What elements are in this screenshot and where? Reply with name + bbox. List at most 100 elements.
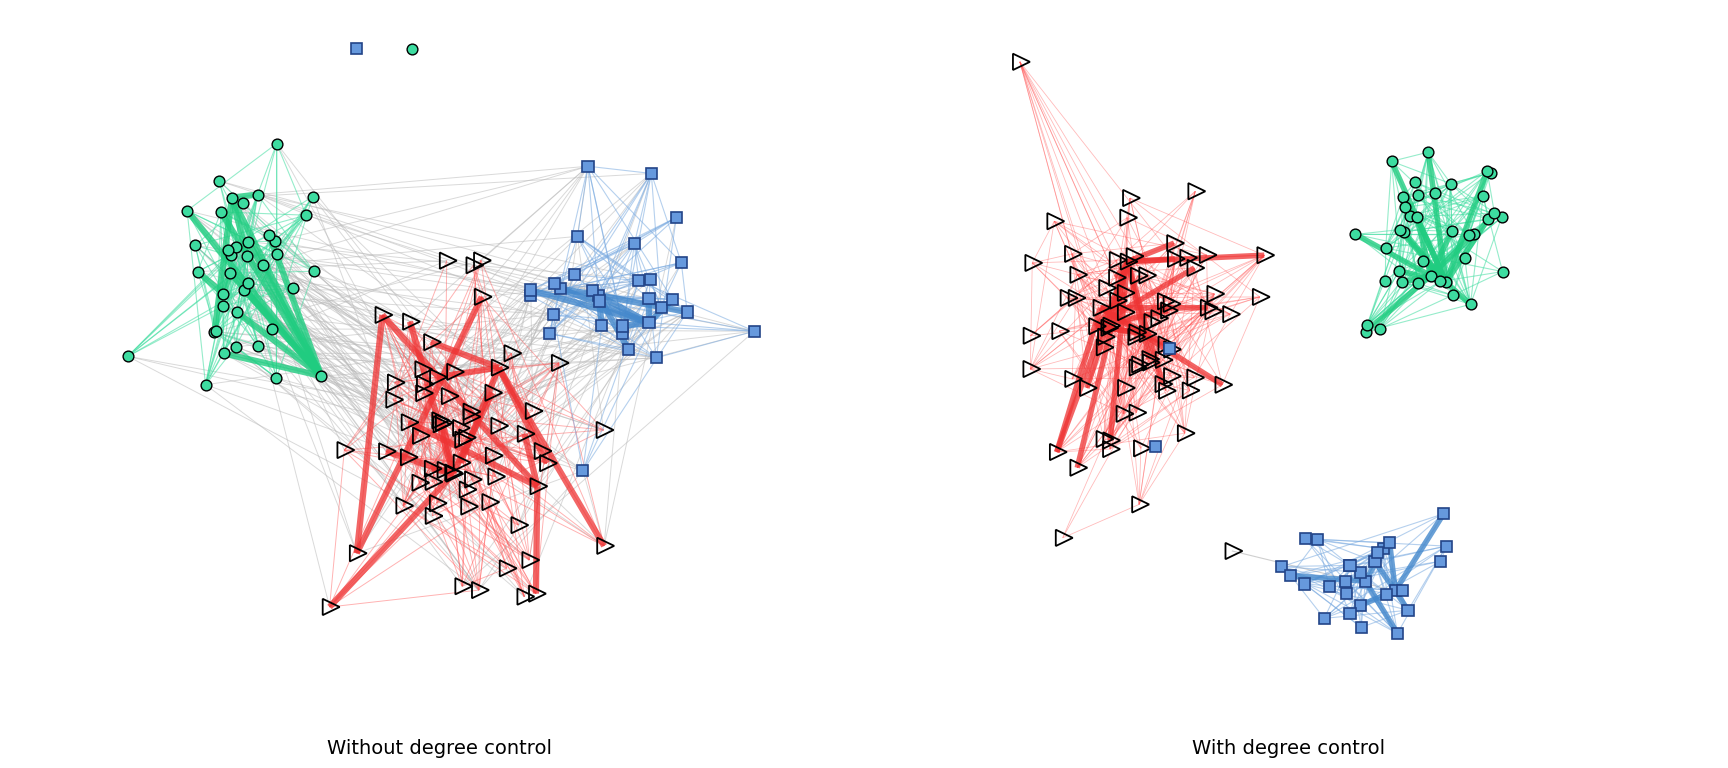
Bar bbox=[555, 283, 567, 294]
Bar bbox=[544, 328, 555, 339]
Point bbox=[263, 372, 290, 384]
Bar bbox=[1356, 622, 1367, 633]
Bar bbox=[651, 353, 662, 363]
Point bbox=[209, 300, 237, 313]
Point bbox=[1469, 190, 1496, 202]
Point bbox=[1410, 255, 1438, 267]
Point bbox=[1426, 276, 1453, 288]
Point bbox=[209, 347, 237, 359]
Bar bbox=[1277, 561, 1287, 572]
Bar bbox=[525, 290, 536, 301]
Point bbox=[256, 229, 283, 241]
Point bbox=[292, 209, 320, 221]
Point bbox=[1481, 207, 1509, 219]
Point bbox=[1367, 323, 1394, 335]
Bar bbox=[569, 270, 581, 280]
Text: With degree control: With degree control bbox=[1192, 740, 1384, 758]
Point bbox=[278, 282, 306, 294]
Point bbox=[1377, 155, 1405, 167]
Point bbox=[221, 341, 249, 353]
Point bbox=[1372, 275, 1400, 287]
Bar bbox=[1324, 581, 1334, 592]
Bar bbox=[1344, 560, 1355, 571]
Bar bbox=[667, 294, 677, 305]
Point bbox=[1386, 223, 1414, 236]
Bar bbox=[1318, 613, 1331, 624]
Bar bbox=[1299, 578, 1310, 590]
Point bbox=[209, 288, 237, 300]
Point bbox=[207, 206, 235, 218]
Point bbox=[216, 267, 244, 280]
Point bbox=[263, 248, 290, 260]
Bar bbox=[1344, 560, 1355, 571]
Bar bbox=[351, 43, 361, 55]
Bar bbox=[1165, 343, 1175, 354]
Point bbox=[249, 259, 276, 271]
Bar bbox=[1286, 570, 1296, 581]
Bar bbox=[593, 290, 603, 301]
Point bbox=[259, 323, 287, 335]
Bar bbox=[617, 320, 629, 332]
Bar bbox=[588, 286, 598, 296]
Point bbox=[173, 204, 200, 217]
Point bbox=[1452, 252, 1479, 264]
Bar bbox=[643, 317, 655, 329]
Point bbox=[1457, 298, 1484, 310]
Bar bbox=[748, 326, 760, 337]
Point bbox=[1477, 167, 1505, 179]
Bar bbox=[1344, 608, 1356, 619]
Point bbox=[308, 370, 335, 382]
Point bbox=[235, 236, 263, 248]
Bar bbox=[622, 344, 634, 355]
Point bbox=[1353, 319, 1381, 331]
Point bbox=[233, 250, 261, 262]
Bar bbox=[582, 161, 594, 172]
Bar bbox=[1436, 555, 1446, 567]
Bar bbox=[594, 296, 605, 306]
Bar bbox=[681, 306, 693, 318]
Point bbox=[223, 306, 251, 319]
Point bbox=[114, 350, 142, 362]
Bar bbox=[646, 168, 657, 179]
Point bbox=[1490, 266, 1517, 278]
Point bbox=[1460, 228, 1488, 240]
Point bbox=[206, 175, 233, 187]
Bar bbox=[1341, 588, 1351, 599]
Bar bbox=[1372, 547, 1382, 558]
Point bbox=[1391, 201, 1419, 214]
Bar bbox=[1389, 585, 1401, 597]
Point bbox=[1439, 289, 1467, 301]
Bar bbox=[1312, 534, 1324, 545]
Bar bbox=[1403, 604, 1414, 616]
Point bbox=[202, 325, 230, 337]
Point bbox=[263, 137, 290, 150]
Bar bbox=[632, 275, 645, 286]
Bar bbox=[1438, 508, 1450, 519]
Bar bbox=[577, 465, 589, 476]
Bar bbox=[1339, 576, 1351, 587]
Point bbox=[183, 266, 211, 278]
Bar bbox=[629, 238, 639, 250]
Point bbox=[245, 339, 273, 352]
Point bbox=[1422, 187, 1450, 199]
Point bbox=[218, 249, 245, 261]
Point bbox=[233, 277, 261, 290]
Bar bbox=[643, 293, 655, 304]
Point bbox=[1474, 213, 1502, 225]
Point bbox=[1405, 277, 1433, 290]
Point bbox=[1396, 210, 1424, 222]
Bar bbox=[645, 274, 657, 286]
Bar bbox=[572, 230, 582, 242]
Bar bbox=[1391, 628, 1403, 639]
Bar bbox=[1299, 533, 1312, 545]
Point bbox=[192, 379, 219, 391]
Point bbox=[1414, 146, 1441, 158]
Point bbox=[1438, 177, 1465, 190]
Point bbox=[301, 265, 328, 277]
Point bbox=[223, 240, 251, 253]
Bar bbox=[617, 328, 629, 339]
Point bbox=[1389, 226, 1417, 238]
Point bbox=[1438, 225, 1465, 237]
Point bbox=[230, 197, 257, 209]
Point bbox=[299, 190, 327, 203]
